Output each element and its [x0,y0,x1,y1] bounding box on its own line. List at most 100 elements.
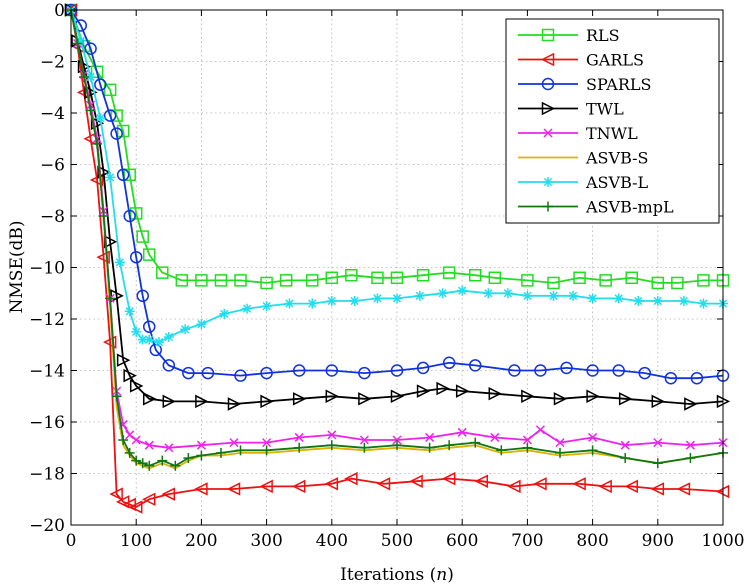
x-tick-label: 500 [381,531,413,551]
data-point [129,379,144,393]
data-point [103,109,117,122]
data-point [490,432,500,442]
data-point [671,276,684,290]
data-point [123,368,137,383]
data-point [587,445,598,456]
data-point [162,394,176,409]
data-point [345,268,358,282]
data-point [555,447,565,458]
x-tick-label: 300 [250,531,282,551]
data-point [77,59,92,74]
y-tick-label: −4 [40,104,65,124]
data-point [390,389,405,403]
legend: RLS GARLS SPARLS TWL TNWL ASVB-S ASVB-L ASVB-mp… [505,18,720,224]
data-point [325,389,339,403]
legend-box [505,18,720,224]
y-tick-label: −12 [29,310,65,330]
data-point [305,274,319,287]
data-point [651,276,665,290]
data-point [157,455,168,466]
data-point [105,293,116,304]
data-point [261,301,272,312]
data-point [144,334,155,345]
data-point [95,113,106,124]
data-point [226,482,241,496]
data-point [234,369,247,382]
data-point [599,274,612,287]
x-tick-label: 700 [511,531,543,551]
x-axis-label-text: Iterations [340,565,424,585]
data-point [372,293,383,304]
data-point [344,471,358,486]
y-tick-label: −16 [29,413,65,433]
data-point [259,479,273,494]
series-asvb-mpl [66,5,728,471]
data-point [279,274,293,287]
data-point [116,124,130,138]
legend-label: RLS [586,26,620,45]
data-point [521,389,535,403]
data-point [522,435,532,445]
data-point [123,209,136,223]
data-point [555,438,565,448]
data-point [685,453,696,464]
data-point [390,271,404,285]
legend-entry: TNWL [518,124,638,143]
data-point [573,271,586,285]
data-point [131,455,142,466]
data-point [483,288,494,299]
data-point [414,290,425,301]
y-tick-label: −8 [40,207,65,227]
data-point [349,295,360,306]
axis-ticks: 0 100 200 300 400 500 600 700 800 900 1000 0 −2 −4 −6 −… [29,1,745,551]
data-point [625,271,638,285]
x-axis-label: Iterations (n) [340,565,454,585]
data-point [261,445,272,456]
data-point [102,335,117,349]
data-point [89,173,104,187]
data-point [125,430,135,440]
data-point [543,177,553,187]
legend-entry: ASVB-L [518,173,649,192]
legend-label: TWL [586,100,624,119]
data-point [164,443,174,453]
data-point [548,290,559,301]
data-point [586,389,600,403]
data-point [620,453,631,464]
data-point [110,109,123,122]
data-point [409,474,423,488]
data-point [284,298,295,309]
data-point [307,298,318,309]
data-point [105,172,116,183]
data-point [457,285,468,296]
data-point [613,293,624,304]
x-tick-label: 1000 [701,531,744,551]
data-point [123,168,136,182]
data-point [620,440,630,450]
legend-entry: RLS [518,26,620,45]
data-point [488,386,502,401]
series-lines [63,3,731,514]
data-point [97,165,111,179]
data-point [111,391,122,402]
data-point [358,366,371,380]
data-point [359,435,369,445]
data-point [541,101,556,116]
data-point [86,100,96,110]
data-point [294,432,304,442]
y-tick-label: −20 [29,516,65,536]
data-point [124,306,135,317]
data-point [535,425,545,435]
data-point [142,320,156,333]
data-point [92,138,103,149]
data-point [195,394,209,409]
data-point [638,366,652,380]
data-point [618,392,633,406]
data-point [196,319,207,330]
data-point [522,290,533,301]
data-point [325,364,339,377]
data-point [144,460,155,471]
data-point [547,276,560,290]
data-point [98,211,109,221]
y-tick-label: −10 [29,259,65,279]
